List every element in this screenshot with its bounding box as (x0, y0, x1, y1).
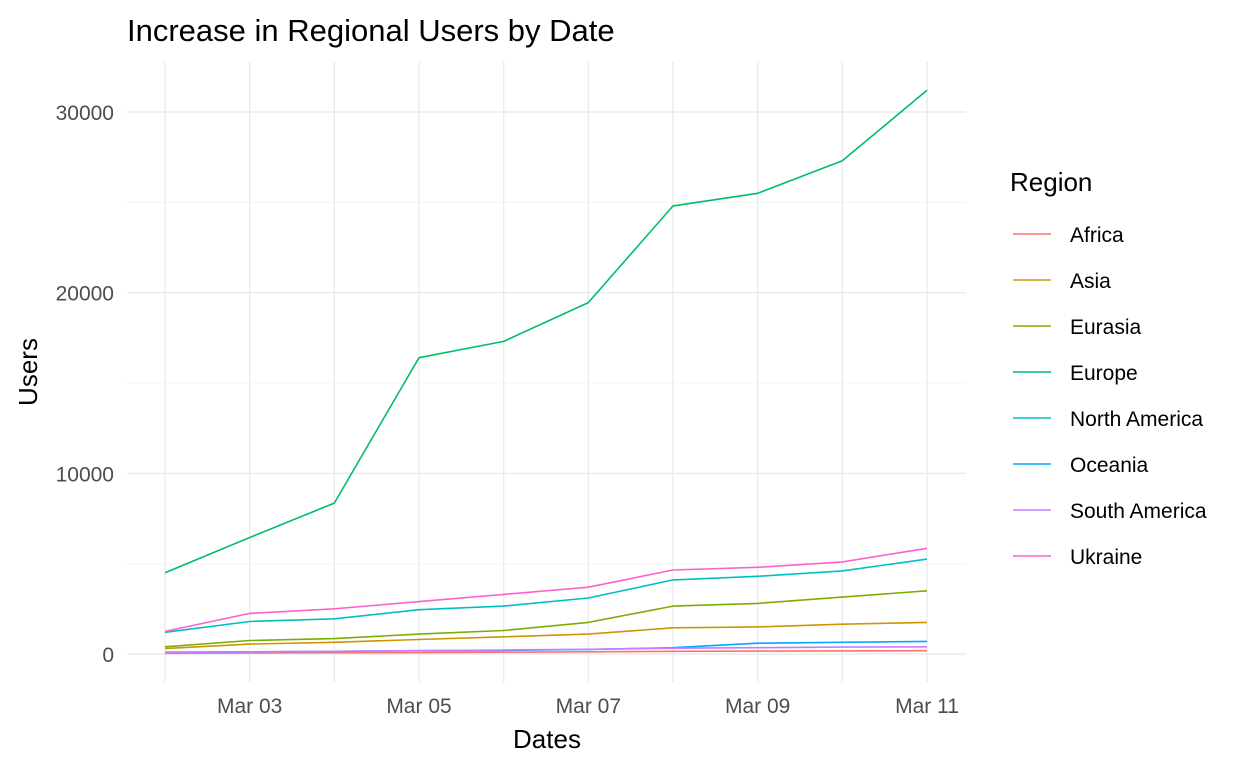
legend-item: Asia (1013, 270, 1111, 293)
series-line-ukraine (164, 547, 928, 633)
y-axis-title: Users (13, 338, 43, 406)
legend-item: North America (1013, 408, 1203, 431)
legend: Region Africa Asia Eurasia Europe North Amer… (1010, 167, 1207, 569)
legend-item: South America (1013, 500, 1207, 523)
legend-item: Europe (1013, 362, 1138, 385)
legend-label: Oceania (1070, 454, 1149, 477)
legend-title: Region (1010, 167, 1092, 197)
legend-item: Africa (1013, 224, 1124, 247)
grid (127, 62, 966, 682)
legend-item: Oceania (1013, 454, 1149, 477)
legend-label: Asia (1070, 270, 1111, 293)
series-line-asia (164, 621, 928, 650)
x-tick-label: Mar 03 (217, 695, 282, 718)
y-tick-label: 0 (102, 644, 114, 667)
series-line-south-america (164, 645, 928, 654)
legend-label: Ukraine (1070, 546, 1142, 569)
legend-label: Europe (1070, 362, 1138, 385)
y-tick-label: 10000 (56, 463, 114, 486)
series-line-africa (164, 649, 928, 655)
legend-label: South America (1070, 500, 1207, 523)
x-axis-title: Dates (513, 724, 581, 754)
x-tick-label: Mar 05 (386, 695, 451, 718)
x-axis-ticks: Mar 03 Mar 05 Mar 07 Mar 09 Mar 11 (217, 695, 959, 718)
legend-label: Africa (1070, 224, 1124, 247)
series-line-europe (164, 89, 928, 574)
chart-title: Increase in Regional Users by Date (127, 13, 615, 48)
y-axis-ticks: 0 10000 20000 30000 (56, 102, 114, 667)
x-tick-label: Mar 07 (556, 695, 621, 718)
x-tick-label: Mar 11 (895, 695, 959, 718)
series-line-north-america (164, 558, 928, 634)
series-lines (164, 89, 928, 655)
legend-items: Africa Asia Eurasia Europe North America Ocea… (1013, 224, 1207, 569)
series-line-eurasia (164, 590, 928, 648)
y-tick-label: 30000 (56, 102, 114, 125)
x-tick-label: Mar 09 (725, 695, 790, 718)
y-tick-label: 20000 (56, 283, 114, 306)
legend-label: Eurasia (1070, 316, 1142, 339)
legend-label: North America (1070, 408, 1203, 431)
legend-item: Eurasia (1013, 316, 1142, 339)
legend-item: Ukraine (1013, 546, 1142, 569)
